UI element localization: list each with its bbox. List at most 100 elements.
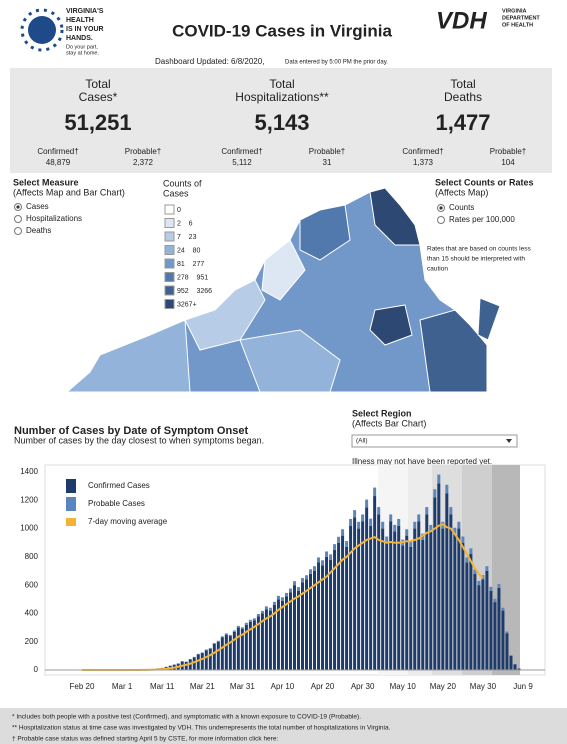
bar <box>272 604 276 670</box>
radio[interactable] <box>14 215 22 223</box>
bar <box>349 525 353 670</box>
bar <box>485 566 489 571</box>
footnote: ** Hospitalization status at time case w… <box>12 725 391 732</box>
bar <box>481 579 485 670</box>
bar <box>252 620 256 670</box>
bar <box>192 657 196 670</box>
stat-label: Total <box>269 77 294 91</box>
stat-label: Total <box>450 77 475 91</box>
legend-label: 0 <box>177 207 181 214</box>
bar <box>216 641 220 670</box>
x-tick-label: May 20 <box>430 682 457 691</box>
bar <box>309 569 313 574</box>
region-dropdown[interactable] <box>351 434 518 448</box>
bar <box>212 642 216 644</box>
bar <box>509 655 513 670</box>
stats: TotalCases*51,251Confirmed†48,879Probabl… <box>37 77 526 167</box>
bar <box>433 497 437 670</box>
bar <box>369 525 373 670</box>
radio-label[interactable]: Counts <box>449 203 474 212</box>
confirmed-value: 1,373 <box>413 158 434 167</box>
logo-line: IS IN YOUR <box>66 26 104 33</box>
radio-label[interactable]: Rates per 100,000 <box>449 215 515 224</box>
radio[interactable] <box>437 216 445 224</box>
bar <box>413 521 417 529</box>
bar <box>509 655 513 656</box>
bar <box>196 653 200 655</box>
control-subtitle: (Affects Map) <box>435 187 488 197</box>
region-note: Illness may not have been reported yet. <box>352 457 492 466</box>
bar <box>461 542 465 670</box>
bar <box>212 643 216 670</box>
bar <box>361 521 365 670</box>
bar <box>276 595 280 600</box>
bar <box>461 536 465 543</box>
legend-swatch <box>66 518 76 526</box>
bar <box>433 489 437 498</box>
logo-tagline: stay at home. <box>66 50 99 56</box>
bar <box>437 474 441 484</box>
bar <box>381 521 385 529</box>
confirmed-label: Confirmed† <box>221 147 262 156</box>
bar <box>409 546 413 670</box>
control-subtitle: (Affects Bar Chart) <box>352 418 426 428</box>
x-tick-label: Feb 20 <box>70 682 95 691</box>
bar <box>421 539 425 670</box>
bar <box>493 598 497 603</box>
bar <box>264 609 268 670</box>
legend-label: 3267+ <box>177 301 197 308</box>
updated: Dashboard Updated: 6/8/2020, <box>155 57 264 66</box>
bar <box>200 652 204 654</box>
bar <box>292 585 296 670</box>
radio-label[interactable]: Cases <box>26 202 49 211</box>
radio[interactable] <box>14 227 22 235</box>
bar <box>349 518 353 526</box>
bar <box>256 616 260 670</box>
control-subtitle: (Affects Map and Bar Chart) <box>13 187 125 197</box>
confirmed-value: 48,879 <box>46 158 71 167</box>
bar <box>204 650 208 670</box>
footer <box>0 708 567 744</box>
x-tick-label: Mar 21 <box>190 682 215 691</box>
map[interactable] <box>65 187 501 393</box>
bar <box>288 592 292 670</box>
probable-value: 31 <box>323 158 332 167</box>
bar <box>469 554 473 670</box>
radio-label[interactable]: Hospitalizations <box>26 214 82 223</box>
bar <box>457 528 461 670</box>
bar <box>373 496 377 670</box>
bar <box>236 627 240 670</box>
bar <box>288 588 292 593</box>
bar <box>301 578 304 583</box>
bar <box>477 585 481 670</box>
bar <box>260 613 264 670</box>
bar <box>341 535 345 670</box>
bar <box>321 565 325 670</box>
bar <box>317 557 321 563</box>
stat-label: Deaths <box>444 90 482 104</box>
radio-dot[interactable] <box>16 205 20 209</box>
legend-label: 278 951 <box>177 274 208 281</box>
region-selected[interactable]: (All) <box>356 438 368 445</box>
y-tick-label: 600 <box>25 580 39 589</box>
radio-label[interactable]: Deaths <box>26 226 51 235</box>
bar <box>264 606 268 610</box>
bar <box>417 521 421 670</box>
y-tick-label: 1200 <box>20 495 38 504</box>
bar <box>501 610 505 670</box>
legend-label: 81 277 <box>177 261 204 268</box>
radio-dot[interactable] <box>439 206 443 210</box>
dropdown-arrow[interactable] <box>506 439 512 443</box>
legend-swatch <box>164 204 175 215</box>
legend-label: 2 6 <box>177 220 193 227</box>
bar <box>429 531 433 670</box>
bar <box>184 661 188 670</box>
logo-tagline: Do your part, <box>66 44 98 50</box>
bar <box>325 556 329 670</box>
agency-name: DEPARTMENT <box>502 15 540 21</box>
bar <box>252 618 256 621</box>
bar <box>228 634 232 637</box>
bar <box>381 528 385 670</box>
